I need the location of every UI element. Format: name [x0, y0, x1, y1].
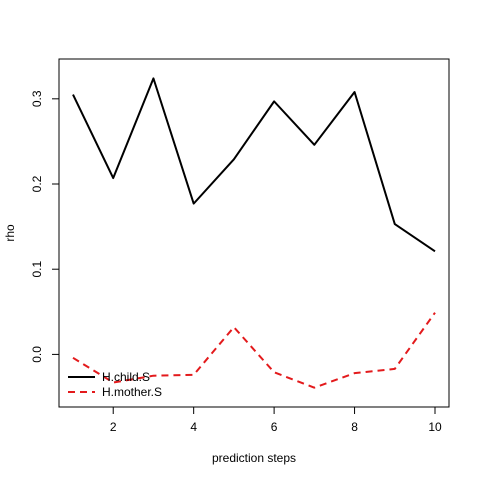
- y-tick-label: 0.1: [30, 261, 44, 278]
- x-tick-label: 10: [428, 420, 442, 434]
- x-axis: 2 4 6 8 10: [110, 406, 442, 434]
- y-axis-label: rho: [3, 224, 17, 242]
- series-line-0: [72, 77, 436, 253]
- y-axis: 0.0 0.1 0.2 0.3: [30, 90, 60, 363]
- legend-label-0: H.child.S: [102, 370, 150, 384]
- x-tick-label: 8: [351, 420, 358, 434]
- series-layer: [72, 77, 436, 389]
- y-tick-label: 0.3: [30, 90, 44, 107]
- x-tick-label: 6: [271, 420, 278, 434]
- x-tick-label: 4: [190, 420, 197, 434]
- legend-label-1: H.mother.S: [102, 385, 162, 399]
- y-tick-label: 0.2: [30, 175, 44, 192]
- plot-frame: [58, 58, 450, 408]
- x-axis-label: prediction steps: [212, 451, 296, 465]
- legend: H.child.SH.mother.S: [68, 370, 162, 399]
- series-line-1: [72, 312, 436, 389]
- x-tick-label: 2: [110, 420, 117, 434]
- y-tick-label: 0.0: [30, 346, 44, 363]
